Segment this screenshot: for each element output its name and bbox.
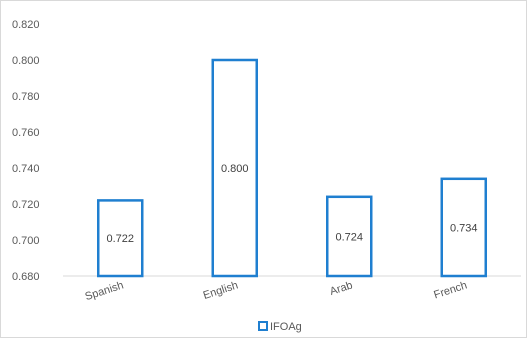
bar [326, 195, 373, 278]
y-tick-label: 0.800 [12, 55, 40, 67]
bar-value-label: 0.734 [450, 222, 478, 234]
y-axis-tick-labels: 0.680 0.700 0.720 0.740 0.760 0.780 0.800 0.820 [12, 19, 40, 283]
bar-value-label: 0.800 [221, 163, 249, 175]
y-tick-label: 0.820 [12, 19, 40, 31]
bar [440, 177, 487, 278]
y-tick-label: 0.700 [12, 235, 40, 247]
y-tick-label: 0.780 [12, 91, 40, 103]
y-tick-label: 0.720 [12, 199, 40, 211]
y-tick-label: 0.680 [12, 271, 40, 283]
legend-swatch [258, 321, 268, 331]
y-tick-label: 0.740 [12, 163, 40, 175]
legend: IFOAg [258, 321, 302, 333]
bar [97, 199, 144, 278]
bar [211, 58, 258, 278]
y-tick-label: 0.760 [12, 127, 40, 139]
x-tick-label: Spanish [84, 279, 126, 303]
bar-value-label: 0.724 [335, 231, 363, 243]
x-tick-label: French [432, 279, 468, 301]
x-tick-label: English [202, 279, 240, 302]
bars: 0.722 0.800 0.724 0.734 [97, 58, 487, 278]
legend-label: IFOAg [270, 321, 302, 333]
x-axis-tick-labels: Spanish English Arab French [84, 279, 469, 303]
bar-value-label: 0.722 [106, 233, 134, 245]
x-tick-label: Arab [328, 279, 354, 298]
